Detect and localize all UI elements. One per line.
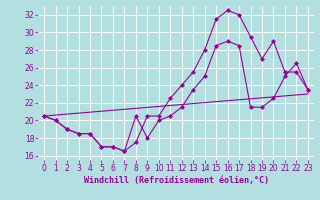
X-axis label: Windchill (Refroidissement éolien,°C): Windchill (Refroidissement éolien,°C): [84, 176, 268, 185]
